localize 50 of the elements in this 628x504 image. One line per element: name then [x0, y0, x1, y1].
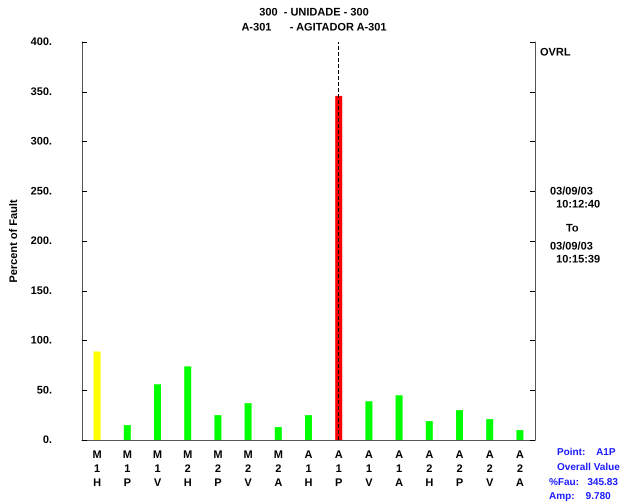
- text: 03/09/03 10:15:39: [550, 240, 600, 266]
- x-tick-label: M 1 V: [152, 449, 162, 489]
- bar: [154, 384, 161, 440]
- bar: [184, 366, 192, 440]
- x-tick-label: A 2 V: [486, 449, 494, 489]
- bar: [516, 430, 524, 440]
- y-tick-label: 300.: [30, 136, 52, 148]
- x-tick-label: A 2 H: [425, 449, 434, 489]
- bar: [244, 403, 252, 440]
- x-tick-label: M 1 P: [122, 449, 132, 489]
- bar: [305, 415, 312, 440]
- text: Point: A1P: [557, 447, 616, 458]
- x-tick-label: A 1 H: [304, 449, 313, 489]
- bar: [365, 401, 372, 440]
- y-tick-label: 400.: [30, 36, 52, 48]
- bar: [214, 415, 222, 440]
- text: Overall Value: [557, 462, 620, 473]
- x-tick-label: A 1 P: [334, 449, 343, 489]
- y-tick-label: 100.: [30, 334, 52, 346]
- x-tick-label: A 2 P: [456, 449, 464, 489]
- bar: [486, 419, 494, 440]
- bar: [426, 421, 433, 440]
- bar: [335, 96, 342, 440]
- y-tick-label: 0.: [42, 434, 52, 446]
- text: %Fau: 345.83: [549, 477, 618, 488]
- bar: [124, 425, 131, 440]
- bar: [274, 427, 282, 440]
- y-tick-label: 200.: [30, 235, 52, 247]
- x-tick-label: M 2 A: [274, 449, 283, 489]
- bar: [94, 351, 101, 440]
- bar: [456, 410, 463, 440]
- bar: [396, 395, 403, 440]
- text: Amp: 9.780: [549, 491, 612, 502]
- y-tick-label: 250.: [30, 185, 52, 198]
- chart-subtitle: A-301 - AGITADOR A-301: [241, 22, 387, 34]
- y-axis-title: Percent of Fault: [8, 199, 20, 283]
- y-tick-label: 150.: [30, 284, 52, 297]
- y-tick-label: 350.: [30, 86, 52, 98]
- x-tick-label: M 2 H: [183, 449, 192, 489]
- x-tick-label: M 1 H: [92, 449, 102, 489]
- x-tick-label: M 2 P: [213, 449, 222, 489]
- y-tick-label: 50.: [36, 384, 52, 396]
- x-tick-label: A 1 V: [364, 449, 374, 489]
- x-tick-label: A 1 A: [395, 449, 404, 489]
- text: OVRL: [540, 46, 571, 58]
- text: To: [566, 222, 579, 234]
- chart-title: 300 - UNIDADE - 300: [259, 6, 369, 18]
- x-tick-label: M 2 V: [244, 449, 253, 489]
- x-tick-label: A 2 A: [516, 449, 524, 489]
- text: 03/09/03 10:12:40: [550, 186, 600, 210]
